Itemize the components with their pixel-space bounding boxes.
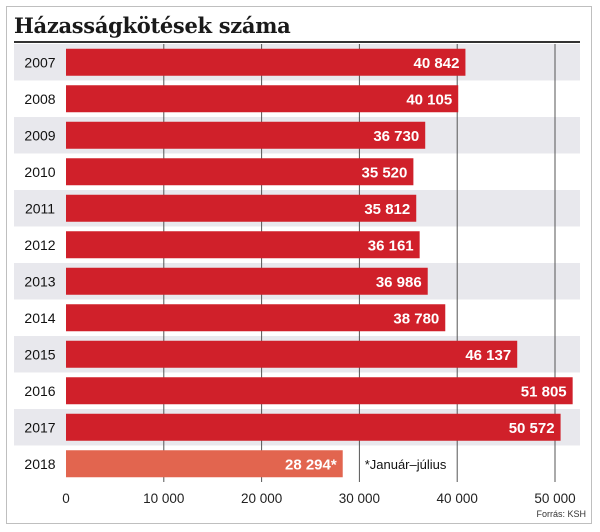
bar <box>66 377 573 405</box>
bar <box>66 413 561 441</box>
year-label: 2017 <box>24 419 55 435</box>
year-label: 2008 <box>24 91 55 107</box>
bar <box>66 450 343 478</box>
x-tick-label: 0 <box>62 491 70 506</box>
year-label: 2015 <box>24 346 55 362</box>
year-label: 2018 <box>24 456 55 472</box>
bar <box>66 158 414 186</box>
year-label: 2012 <box>24 237 55 253</box>
x-tick-label: 20 000 <box>241 491 282 506</box>
year-label: 2013 <box>24 273 55 289</box>
value-label: 35 520 <box>361 164 407 181</box>
x-tick-label: 40 000 <box>437 491 478 506</box>
value-label: 51 805 <box>521 383 567 400</box>
value-label: 28 294* <box>285 456 337 473</box>
x-tick-label: 30 000 <box>339 491 380 506</box>
bar <box>66 194 417 222</box>
year-label: 2011 <box>25 200 55 216</box>
footnote-annotation: *Január–július <box>365 457 447 472</box>
value-label: 38 780 <box>393 310 439 327</box>
year-label: 2009 <box>24 127 55 143</box>
value-label: 36 986 <box>376 274 422 291</box>
x-tick-label: 50 000 <box>534 491 575 506</box>
bar <box>66 231 420 259</box>
value-label: 46 137 <box>465 347 511 364</box>
bar <box>66 121 426 149</box>
value-label: 40 842 <box>414 55 460 72</box>
year-label: 2016 <box>24 383 55 399</box>
source-note: Forrás: KSH <box>536 509 586 519</box>
title-rule <box>14 41 580 43</box>
value-label: 50 572 <box>509 420 555 437</box>
x-tick-label: 10 000 <box>143 491 184 506</box>
value-label: 36 161 <box>368 237 414 254</box>
year-label: 2010 <box>24 164 55 180</box>
bar <box>66 48 466 76</box>
value-label: 35 812 <box>364 201 410 218</box>
bar <box>66 304 446 332</box>
chart-title: Házasságkötések száma <box>14 13 291 38</box>
value-label: 36 730 <box>373 128 419 145</box>
year-label: 2007 <box>24 54 55 70</box>
year-label: 2014 <box>24 310 55 326</box>
bar <box>66 267 428 295</box>
bar <box>66 340 518 368</box>
value-label: 40 105 <box>406 91 452 108</box>
bar <box>66 85 459 113</box>
